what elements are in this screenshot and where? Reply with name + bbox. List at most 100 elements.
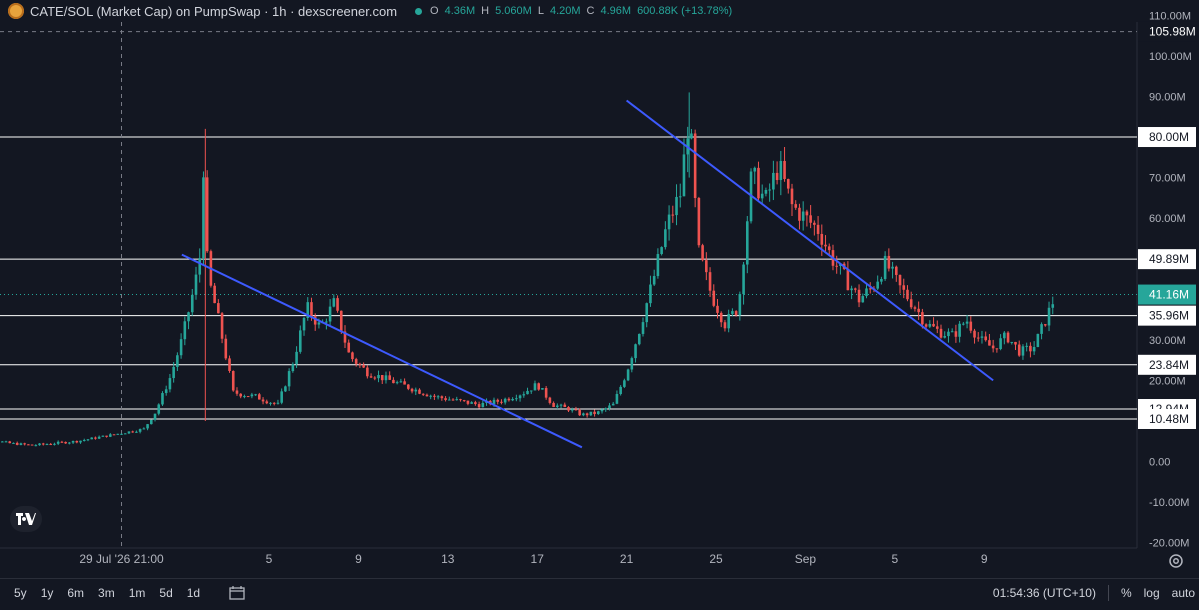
candle-body [97,436,101,439]
candle-body [548,397,552,403]
candle-body [712,290,716,306]
candle-body [868,288,872,290]
candle-body [90,437,93,440]
candle-body [343,331,347,343]
calendar-goto-icon[interactable] [228,585,246,601]
range-1y-button[interactable]: 1y [40,585,54,600]
clock-time[interactable]: 01:54:36 (UTC+10) [992,585,1096,600]
candle-body [865,288,868,297]
y-tick-label: 70.00M [1149,173,1186,185]
candle-body [56,441,60,444]
candle-body [902,285,906,290]
candle-body [470,402,473,404]
gear-icon[interactable] [1167,552,1185,570]
range-1d-button[interactable]: 1d [186,585,201,600]
candle-body [339,310,343,332]
candle-body [928,323,932,327]
range-5y-button[interactable]: 5y [14,585,27,600]
candle-body [861,296,865,303]
candle-body [626,369,630,381]
trend-line[interactable] [626,99,994,382]
candle-body [459,399,462,401]
candle-body [805,211,809,216]
candle-body [187,312,190,322]
candle-body [68,442,71,444]
candle-body [153,413,157,420]
candle-body [246,396,250,398]
candle-body [779,160,783,181]
tradingview-logo[interactable] [10,506,42,532]
range-6m-button[interactable]: 6m [67,585,85,600]
candle-body [574,409,578,411]
candle-body [194,274,198,295]
tradingview-logo-mark [16,513,36,525]
candle-body [1003,332,1006,339]
candle-body [950,331,954,333]
candle-body [585,413,589,416]
candle-body [794,204,798,208]
range-1m-button[interactable]: 1m [128,585,146,600]
candle-body [880,278,883,282]
candle-body [764,189,768,194]
candle-body [522,394,526,396]
candle-body [734,311,738,316]
range-buttons: 5y 1y 6m 3m 1m 5d 1d [0,586,200,600]
candle-body [917,308,920,313]
candle-body [988,340,991,346]
candle-body [254,394,257,396]
candle-body [705,260,708,273]
percent-toggle[interactable]: % [1120,585,1132,600]
symbol-title[interactable]: CATE/SOL (Market Cap) on PumpSwap · 1h ·… [30,3,398,19]
candle-body [835,265,838,267]
auto-toggle[interactable]: auto [1171,585,1195,600]
log-toggle[interactable]: log [1143,585,1160,600]
candle-body [310,302,313,317]
candle-body [924,324,928,327]
bottom-right-controls: 01:54:36 (UTC+10) % log auto [993,579,1199,606]
candle-body [436,396,440,398]
candle-body [362,364,365,368]
range-5d-button[interactable]: 5d [159,585,173,600]
x-tick-label: 29 Jul '26 21:00 [79,552,164,566]
price-label: 49.89M [1149,252,1189,266]
candle-body [597,411,600,415]
candle-body [261,399,265,402]
candle-body [168,378,172,390]
candle-body [265,401,269,404]
y-tick-label: 60.00M [1149,213,1186,225]
candle-body [213,285,216,304]
bottom-toolbar: 5y 1y 6m 3m 1m 5d 1d 01:54:36 (UTC+10) %… [0,578,1199,606]
candle-body [332,298,336,307]
candle-body [518,395,522,399]
candle-body [380,375,384,381]
x-tick-label: 9 [355,552,362,566]
candle-body [336,298,339,311]
candle-body [589,411,593,416]
candle-body [142,428,146,430]
y-tick-label: 100.00M [1149,51,1192,63]
candle-body [876,281,879,289]
candle-body [671,214,675,216]
candle-body [34,445,38,447]
candle-body [295,351,298,365]
range-3m-button[interactable]: 3m [98,585,115,600]
x-tick-label: 21 [620,552,634,566]
candle-body [731,311,734,314]
candle-body [354,359,358,364]
candle-body [71,440,75,443]
open-label: O [430,5,439,17]
price-label: 10.48M [1149,412,1189,426]
candle-body [79,440,82,443]
candle-body [220,313,224,339]
candle-body [377,375,380,379]
candle-body [205,177,209,252]
open-value: 4.36M [444,5,476,17]
high-value: 5.060M [495,5,532,17]
candle-body [965,321,969,324]
candle-body [813,222,816,225]
candle-body [667,214,671,230]
candle-body [202,177,205,259]
trend-line[interactable] [181,253,583,449]
candle-body [176,355,179,367]
